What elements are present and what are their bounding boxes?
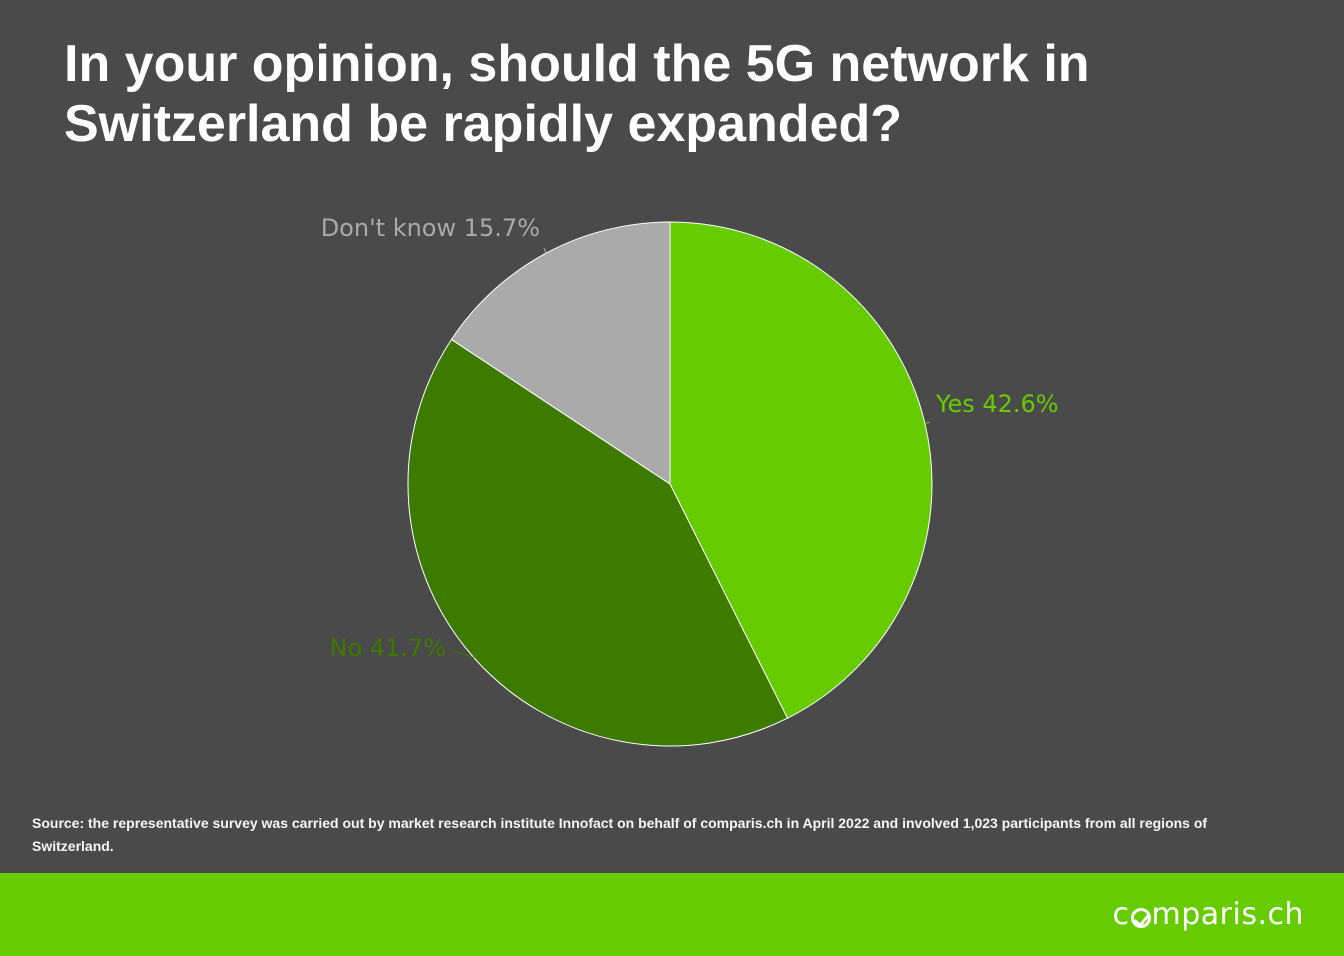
footer-bar: c mparis.ch — [0, 873, 1344, 956]
pie-slice-yes — [669, 221, 933, 719]
pie-slices — [407, 221, 933, 747]
logo-prefix: c — [1112, 897, 1130, 932]
leader-lines — [451, 247, 931, 659]
slice-label: No 41.7% — [329, 634, 446, 662]
pie-slice-no — [407, 338, 789, 747]
checkmark-icon — [1130, 907, 1151, 928]
pie-chart: Yes 42.6% No 41.7% Don't know 15.7% — [321, 214, 1059, 747]
logo-suffix: mparis.ch — [1151, 897, 1304, 932]
source-note: Source: the representative survey was ca… — [32, 815, 1208, 854]
slice-label: Yes 42.6% — [935, 390, 1059, 418]
slice-label: Don't know 15.7% — [321, 214, 540, 242]
chart-title: In your opinion, should the 5G network i… — [64, 35, 1090, 153]
comparis-logo[interactable]: c mparis.ch — [1113, 897, 1305, 932]
slice-labels: Yes 42.6% No 41.7% Don't know 15.7% — [321, 214, 1059, 662]
leader-line — [451, 649, 475, 659]
leader-line — [543, 247, 547, 254]
leader-line — [924, 421, 931, 425]
